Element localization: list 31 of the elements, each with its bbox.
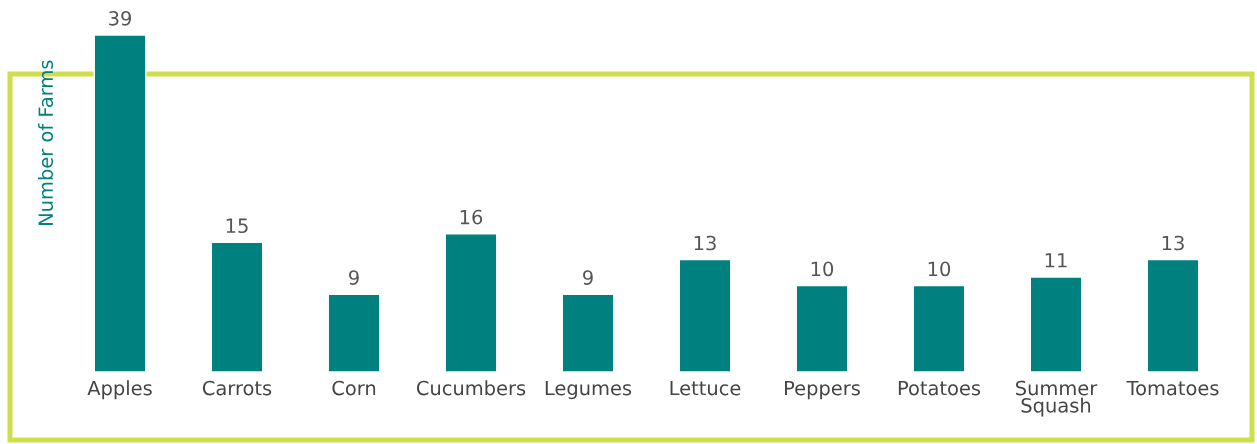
x-tick-label: Summer Squash [1016, 380, 1098, 417]
x-tick-label: Tomatoes [1126, 380, 1219, 396]
data-label: 10 [928, 261, 951, 277]
bar [1146, 258, 1200, 372]
y-axis-title: Number of Farms [38, 60, 54, 225]
bar [444, 233, 498, 372]
bar [93, 34, 147, 372]
data-label: 16 [460, 209, 483, 225]
data-label: 15 [226, 218, 248, 234]
bar [912, 284, 966, 372]
data-label: 9 [583, 270, 593, 285]
bar [327, 293, 381, 372]
x-tick-label: Legumes [545, 380, 632, 400]
bar [210, 241, 264, 372]
bar [1029, 276, 1083, 372]
data-label: 13 [1162, 235, 1184, 251]
data-label: 13 [694, 235, 716, 251]
data-label: 11 [1045, 253, 1067, 268]
bar [795, 284, 849, 372]
bar [678, 258, 732, 372]
x-tick-label: Potatoes [898, 380, 981, 396]
x-tick-label: Peppers [785, 380, 860, 400]
x-tick-label: Cucumbers [416, 380, 526, 396]
data-label: 39 [109, 10, 131, 26]
x-tick-label: Carrots [202, 380, 272, 396]
bar [561, 293, 615, 372]
data-label: 10 [811, 261, 834, 277]
data-label: 9 [349, 270, 359, 285]
x-tick-label: Corn [332, 380, 376, 396]
x-tick-label: Apples [87, 380, 152, 400]
x-tick-label: Lettuce [670, 380, 741, 396]
